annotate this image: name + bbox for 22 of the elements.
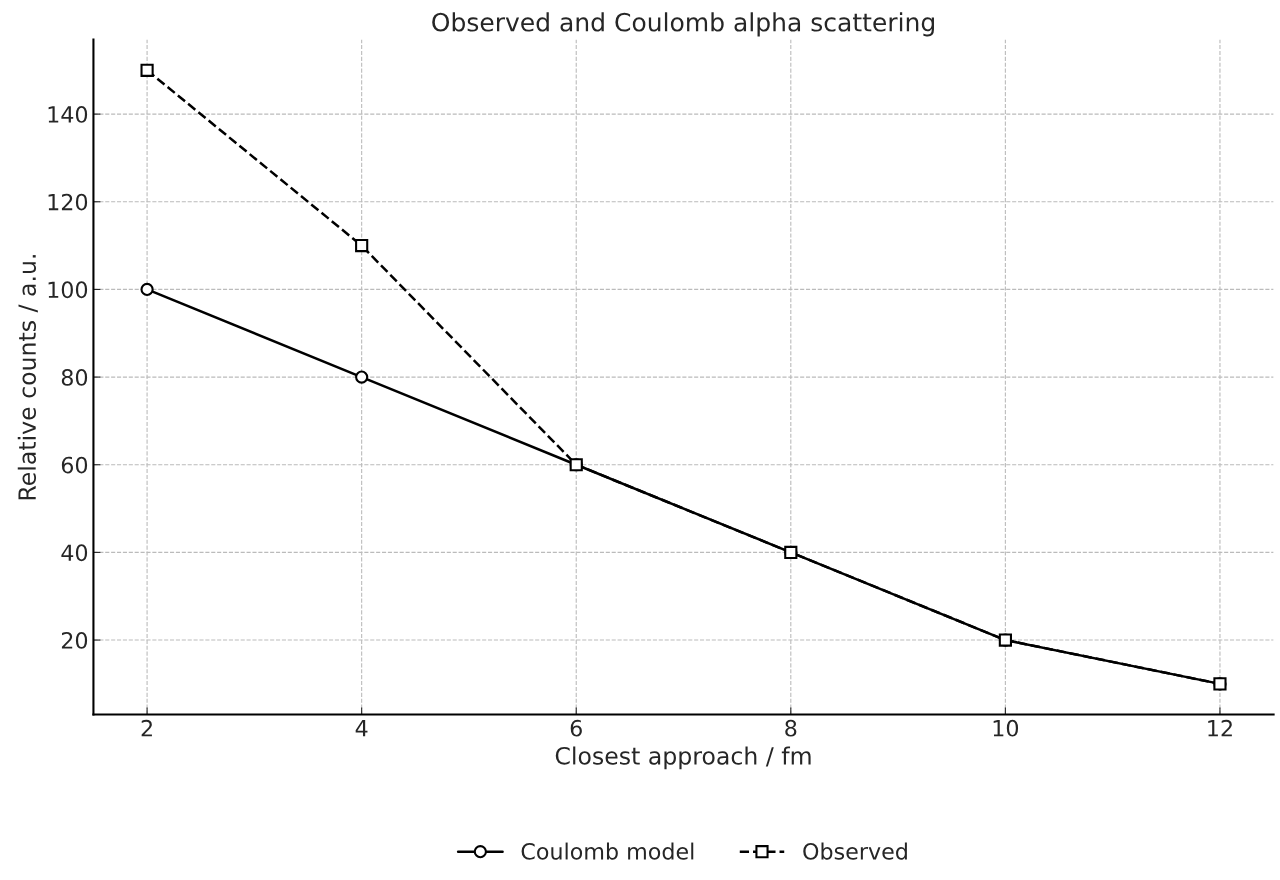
y-tick-label: 80 (61, 369, 88, 386)
legend-label: Observed (803, 842, 907, 860)
y-tick-label: 40 (61, 544, 88, 562)
x-axis-title: Closest approach / fm (555, 746, 811, 770)
point (355, 370, 369, 384)
point (140, 282, 154, 297)
point (355, 239, 369, 253)
x-tick-label: 4 (355, 720, 368, 737)
x-tick-label: 6 (570, 719, 582, 737)
y-tick-label: 100 (48, 281, 88, 299)
chart-title: Observed and Coulomb alpha scattering (432, 12, 934, 37)
y-axis-title: Relative counts / a.u. (17, 255, 38, 500)
legend-label: Coulomb model (521, 842, 694, 860)
y-tick-label: 140 (48, 106, 88, 123)
point (140, 63, 154, 77)
y-tick-label: 60 (61, 456, 88, 474)
x-tick-label: 12 (1208, 719, 1232, 737)
x-tick-label: 2 (141, 719, 152, 737)
y-tick-label: 20 (61, 632, 88, 649)
x-tick-label: 8 (785, 719, 797, 737)
y-tick-label: 120 (48, 193, 88, 211)
x-tick-label: 10 (993, 719, 1019, 737)
